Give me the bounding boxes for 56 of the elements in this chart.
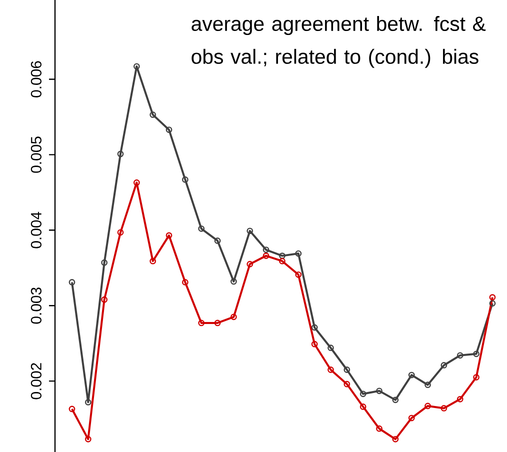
point: [408, 414, 415, 422]
point: [84, 399, 92, 406]
y-tick-label: 0.006: [30, 61, 42, 98]
annotation: average agreement betw. fcst & obs val.; related to (cond.) bias: [192, 16, 486, 68]
point: [279, 258, 286, 264]
point: [328, 344, 334, 352]
point: [84, 436, 92, 442]
point: [117, 229, 124, 236]
point: [101, 296, 108, 303]
point: [262, 246, 270, 253]
point: [295, 250, 302, 257]
y-tick-label: 0.003: [30, 288, 42, 324]
point: [392, 436, 399, 442]
point: [456, 396, 464, 402]
point: [376, 388, 382, 394]
point: [262, 252, 270, 259]
point: [344, 380, 350, 388]
y-tick-label: 0.002: [30, 363, 42, 400]
point: [473, 350, 480, 358]
point: [360, 390, 366, 398]
y-tick-label: 0.004: [30, 212, 42, 248]
point: [133, 179, 140, 186]
point: [214, 238, 221, 244]
point: [344, 366, 350, 373]
point: [166, 126, 172, 133]
point: [198, 320, 205, 326]
point: [376, 425, 382, 432]
point: [230, 314, 237, 320]
point: [101, 259, 108, 266]
point: [117, 150, 124, 158]
y-tick-label: 0.005: [30, 136, 42, 173]
point: [279, 252, 286, 259]
point: [328, 366, 334, 373]
point: [456, 352, 464, 359]
point: [408, 372, 415, 378]
point: [424, 402, 431, 410]
point: [133, 63, 140, 70]
point: [311, 340, 318, 348]
point: [246, 228, 254, 234]
point: [150, 112, 156, 118]
point: [440, 405, 448, 412]
point: [182, 279, 188, 286]
point: [311, 324, 318, 331]
point: [198, 225, 205, 232]
point: [473, 374, 480, 380]
point: [440, 362, 448, 368]
point: [214, 320, 221, 326]
point: [424, 382, 431, 388]
point: [166, 232, 172, 239]
point: [230, 278, 237, 285]
point: [392, 396, 399, 404]
point: [360, 404, 366, 410]
point: [246, 260, 254, 268]
point: [295, 271, 302, 278]
point: [182, 176, 188, 183]
point: [150, 258, 156, 264]
